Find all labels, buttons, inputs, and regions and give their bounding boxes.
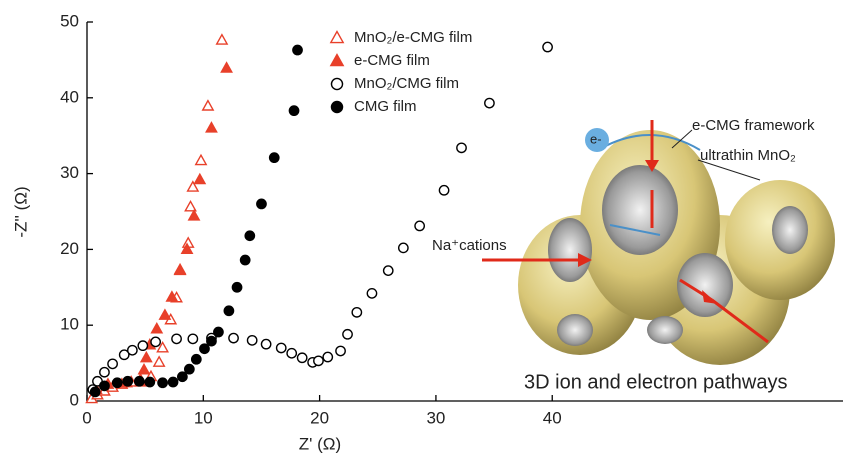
annotation: e-CMG framework: [692, 117, 815, 134]
marker: [293, 45, 302, 54]
marker: [100, 381, 109, 390]
marker: [188, 334, 197, 343]
marker: [141, 352, 151, 361]
marker: [221, 63, 231, 72]
marker: [229, 333, 238, 342]
x-tick-label: 20: [310, 408, 329, 427]
marker: [232, 283, 241, 292]
marker: [257, 199, 266, 208]
marker: [192, 355, 201, 364]
marker: [154, 357, 164, 366]
marker: [145, 377, 154, 386]
marker: [185, 201, 195, 210]
x-axis-label: Z' (Ω): [299, 434, 341, 453]
marker: [384, 266, 393, 275]
marker: [261, 339, 270, 348]
marker: [128, 346, 137, 355]
marker: [206, 123, 216, 132]
marker: [196, 155, 206, 164]
y-tick-label: 40: [60, 87, 79, 106]
legend-marker: [331, 101, 342, 112]
marker: [485, 98, 494, 107]
x-tick-label: 0: [82, 408, 91, 427]
chart: e-CMG framework ultrathin MnO₂ Na⁺cation…: [0, 0, 848, 461]
marker: [343, 330, 352, 339]
marker: [135, 377, 144, 386]
marker: [158, 378, 167, 387]
y-axis-label: -Z'' (Ω): [11, 186, 30, 237]
marker: [90, 387, 99, 396]
y-tick-label: 30: [60, 163, 79, 182]
y-tick-label: 0: [70, 390, 79, 409]
marker: [207, 336, 216, 345]
y-tick-label: 10: [60, 315, 79, 334]
marker: [352, 308, 361, 317]
marker: [172, 334, 181, 343]
y-tick-label: 50: [60, 11, 79, 30]
marker: [415, 221, 424, 230]
marker: [151, 337, 160, 346]
marker: [214, 327, 223, 336]
marker: [289, 106, 298, 115]
x-tick-label: 30: [426, 408, 445, 427]
x-tick-label: 10: [194, 408, 213, 427]
annotation: e-: [590, 131, 602, 146]
annotation: ultrathin MnO₂: [700, 147, 796, 164]
marker: [168, 377, 177, 386]
marker: [336, 346, 345, 355]
marker: [138, 341, 147, 350]
marker: [189, 211, 199, 220]
marker: [439, 186, 448, 195]
marker: [203, 101, 213, 110]
legend-marker: [331, 32, 343, 43]
marker: [160, 310, 170, 319]
legend-label: MnO₂/CMG film: [354, 75, 459, 92]
legend-label: e-CMG film: [354, 52, 430, 69]
marker: [113, 378, 122, 387]
marker: [139, 364, 149, 373]
marker: [175, 264, 185, 273]
marker: [297, 353, 306, 362]
marker: [270, 153, 279, 162]
marker: [152, 323, 162, 332]
marker: [245, 231, 254, 240]
marker: [185, 364, 194, 373]
marker: [543, 42, 552, 51]
x-tick-label: 40: [543, 408, 562, 427]
legend-label: MnO₂/e-CMG film: [354, 29, 472, 46]
marker: [241, 255, 250, 264]
marker: [224, 306, 233, 315]
annotation: 3D ion and electron pathways: [524, 371, 788, 393]
marker: [323, 352, 332, 361]
marker: [195, 174, 205, 183]
marker: [457, 143, 466, 152]
legend-label: CMG film: [354, 98, 417, 115]
marker: [178, 372, 187, 381]
marker: [247, 336, 256, 345]
marker: [399, 243, 408, 252]
marker: [200, 344, 209, 353]
marker: [277, 343, 286, 352]
marker: [100, 368, 109, 377]
annotation: Na⁺cations: [432, 237, 507, 254]
marker: [123, 377, 132, 386]
marker: [314, 356, 323, 365]
marker: [367, 289, 376, 298]
y-tick-label: 20: [60, 239, 79, 258]
legend-marker: [331, 55, 343, 66]
marker: [217, 35, 227, 44]
marker: [108, 359, 117, 368]
marker: [287, 349, 296, 358]
legend-marker: [331, 78, 342, 89]
